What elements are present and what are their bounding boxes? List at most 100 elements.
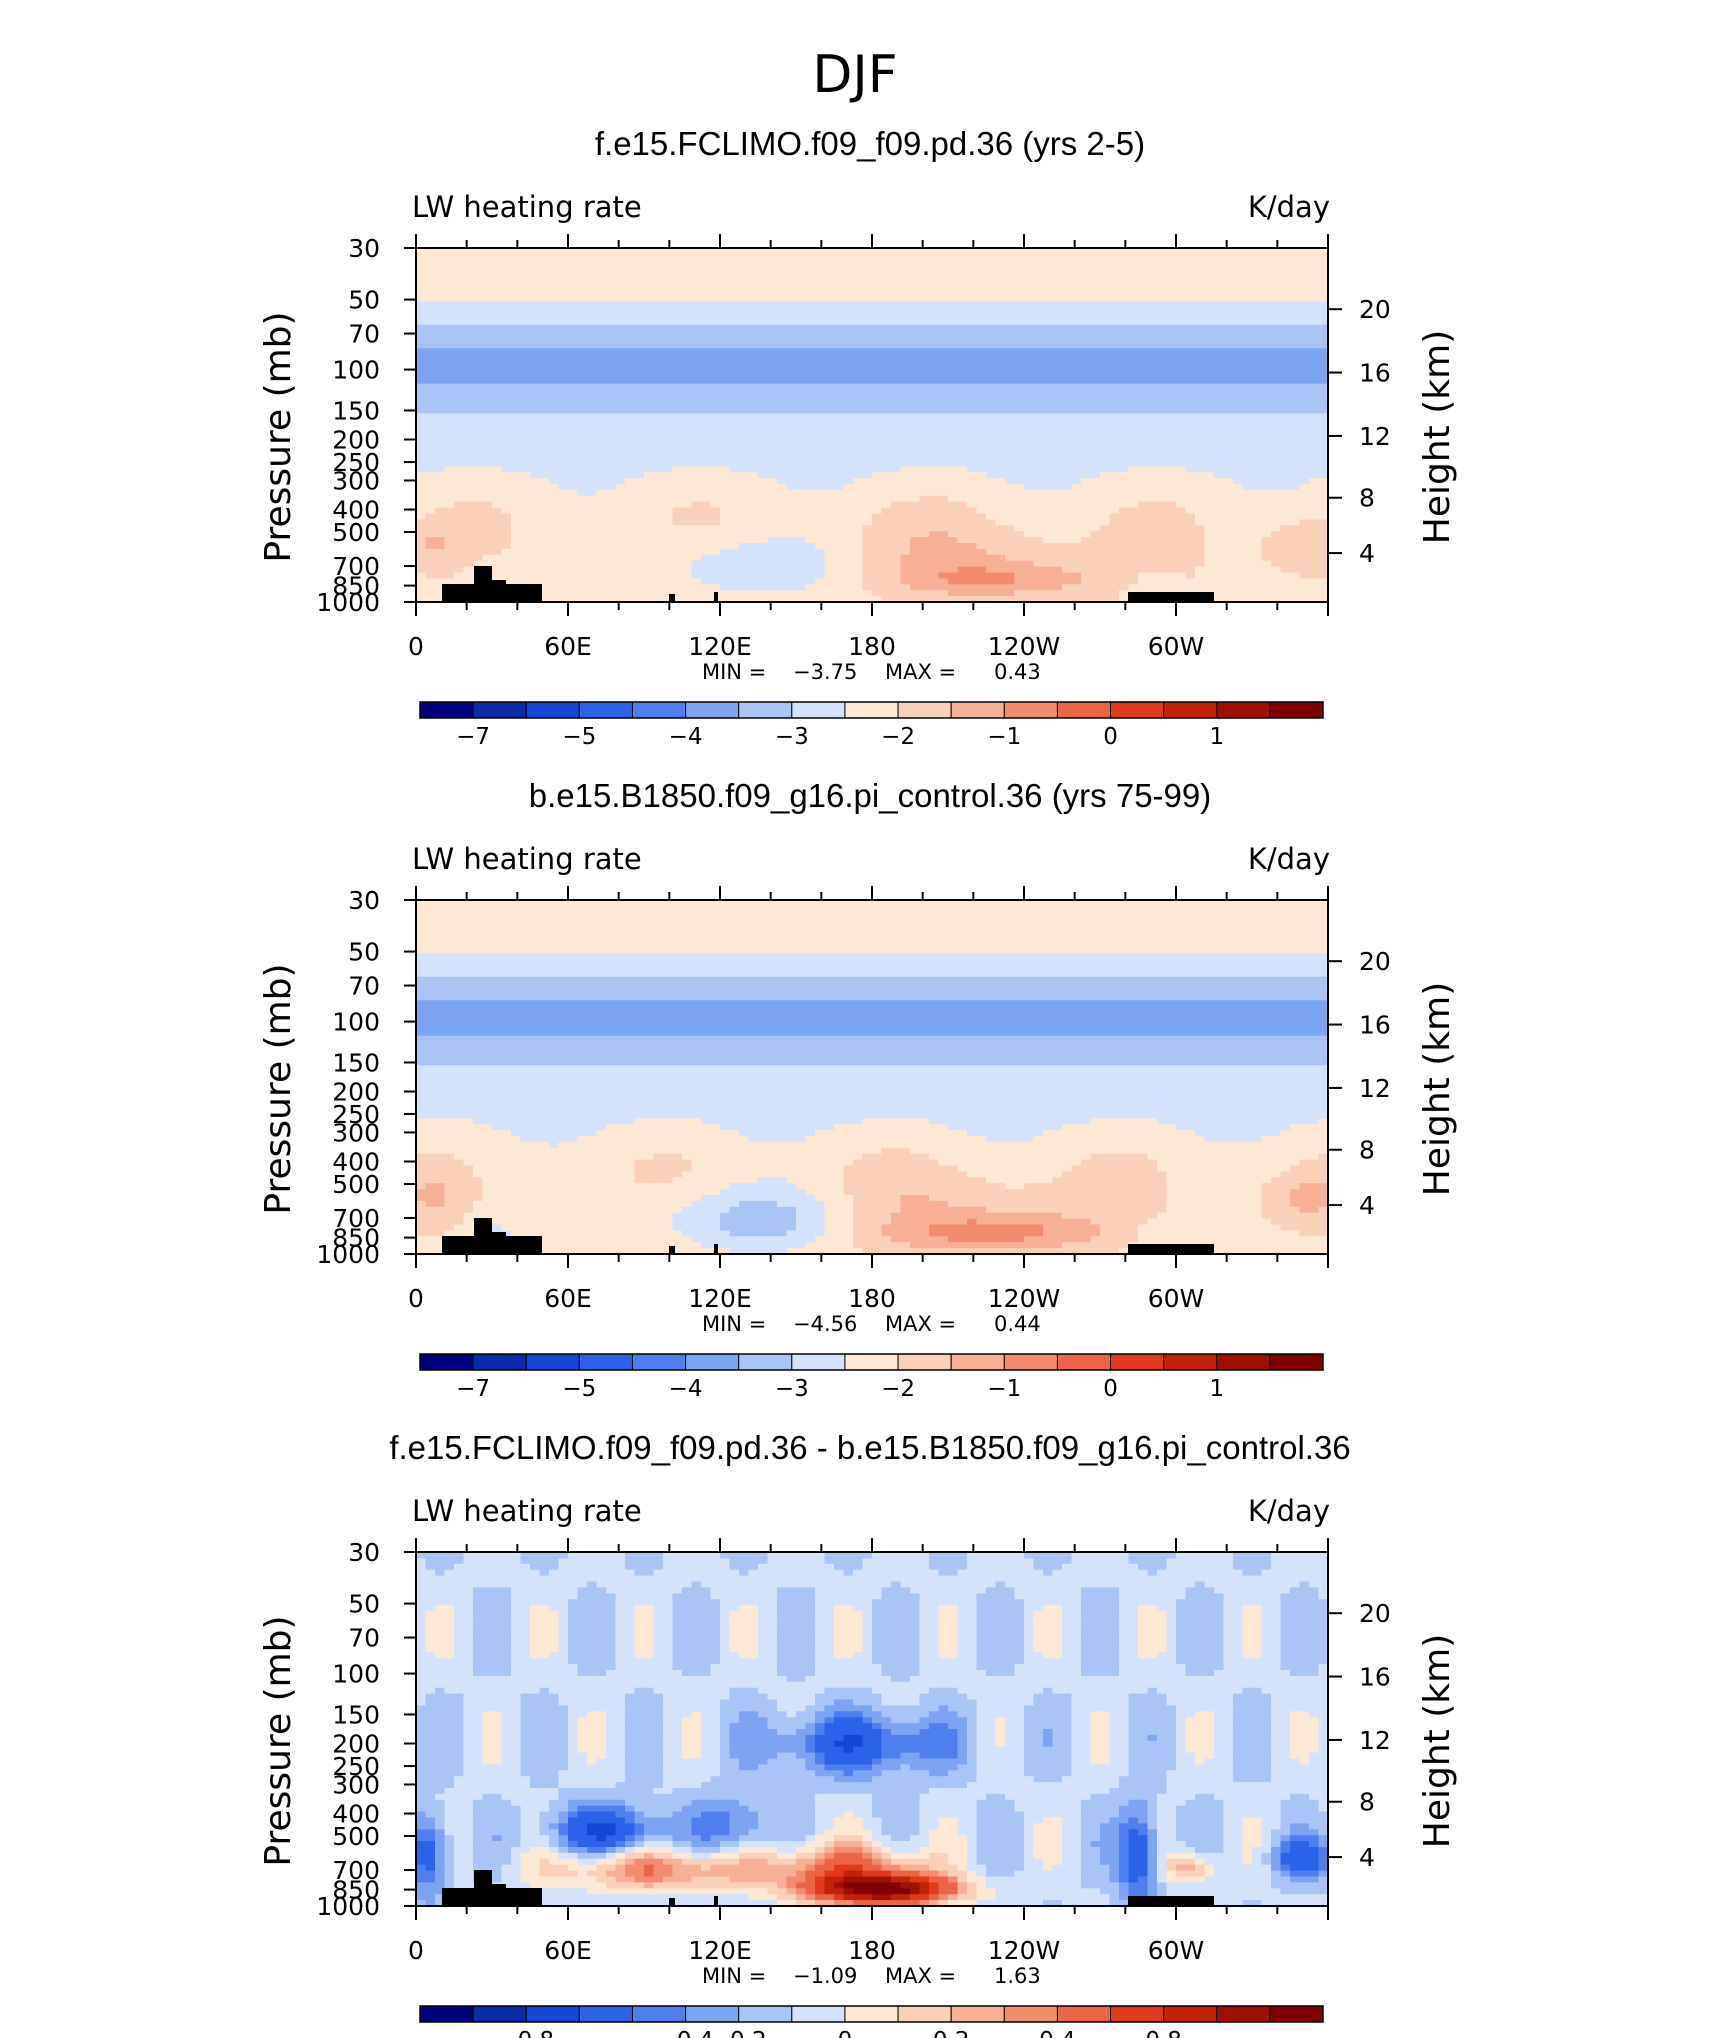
heatmap-cell [938,348,949,355]
heatmap-cell [454,354,465,361]
heatmap-cell [967,253,978,261]
heatmap-cell [1100,525,1111,532]
heatmap-cell [587,289,598,296]
heatmap-cell [501,507,512,515]
heatmap-cell [767,413,778,420]
heatmap-cell [1261,348,1272,355]
heatmap-cell [482,543,493,550]
heatmap-cell [1271,489,1282,497]
heatmap-cell [501,253,512,261]
heatmap-cell [739,495,750,503]
heatmap-cell [967,543,978,550]
heatmap-cell [967,377,978,385]
heatmap-cell [701,348,712,355]
heatmap-cell [1033,366,1044,373]
heatmap-cell [587,537,598,544]
heatmap-cell [929,436,940,444]
heatmap-cell [1157,460,1168,467]
heatmap-cell [644,336,655,343]
heatmap-cell [1043,436,1054,444]
heatmap-cell [1290,513,1301,520]
heatmap-cell [1005,248,1016,255]
heatmap-cell [1024,366,1035,373]
heatmap-cell [1242,389,1253,397]
heatmap-cell [1119,389,1130,397]
heatmap-cell [919,489,930,497]
heatmap-cell [1090,307,1101,314]
heatmap-cell [682,413,693,420]
heatmap-cell [558,295,569,302]
heatmap-cell [919,301,930,308]
heatmap-cell [853,354,864,361]
heatmap-cell [834,425,845,432]
heatmap-cell [1271,484,1282,491]
heatmap-cell [606,436,617,444]
heatmap-cell [862,295,873,302]
heatmap-cell [644,383,655,391]
heatmap-cell [691,265,702,273]
heatmap-cell [1033,548,1044,556]
heatmap-cell [948,460,959,467]
heatmap-cell [919,430,930,438]
heatmap-cell [425,419,436,426]
heatmap-cell [948,354,959,361]
heatmap-cell [549,478,560,485]
heatmap-cell [672,513,683,520]
heatmap-cell [938,371,949,379]
heatmap-cell [1309,342,1320,349]
heatmap-cell [1138,531,1149,538]
heatmap-cell [558,395,569,402]
heatmap-cell [1204,419,1215,426]
heatmap-cell [1252,360,1263,367]
heatmap-cell [1024,307,1035,314]
heatmap-cell [463,383,474,391]
heatmap-cell [1043,466,1054,473]
heatmap-cell [976,489,987,497]
heatmap-cell [1195,383,1206,391]
heatmap-cell [1204,466,1215,473]
heatmap-cell [435,318,446,326]
heatmap-cell [1100,318,1111,326]
heatmap-cell [1100,277,1111,284]
heatmap-cell [625,312,636,320]
heatmap-cell [976,419,987,426]
heatmap-cell [995,336,1006,343]
heatmap-cell [824,295,835,302]
heatmap-cell [957,348,968,355]
heatmap-cell [549,354,560,361]
heatmap-cell [843,436,854,444]
heatmap-cell [606,360,617,367]
heatmap-cell [520,442,531,450]
heatmap-cell [596,484,607,491]
heatmap-cell [938,277,949,284]
heatmap-cell [1242,537,1253,544]
heatmap-cell [815,460,826,467]
heatmap-cell [539,377,550,385]
heatmap-cell [701,342,712,349]
heatmap-cell [786,307,797,314]
heatmap-cell [938,419,949,426]
heatmap-cell [929,525,940,532]
heatmap-cell [682,472,693,479]
heatmap-cell [891,318,902,326]
heatmap-cell [549,377,560,385]
heatmap-cell [454,366,465,373]
heatmap-cell [653,478,664,485]
heatmap-cell [672,307,683,314]
heatmap-cell [748,307,759,314]
heatmap-cell [1280,484,1291,491]
heatmap-cell [995,484,1006,491]
heatmap-cell [1204,360,1215,367]
heatmap-cell [1166,271,1177,279]
heatmap-cell [948,348,959,355]
heatmap-cell [910,495,921,503]
heatmap-cell [824,513,835,520]
heatmap-cell [1204,259,1215,267]
heatmap-cell [824,307,835,314]
heatmap-cell [767,519,778,526]
heatmap-cell [691,436,702,444]
heatmap-cell [653,289,664,296]
heatmap-cell [1081,259,1092,267]
heatmap-cell [777,354,788,361]
heatmap-cell [1138,430,1149,438]
